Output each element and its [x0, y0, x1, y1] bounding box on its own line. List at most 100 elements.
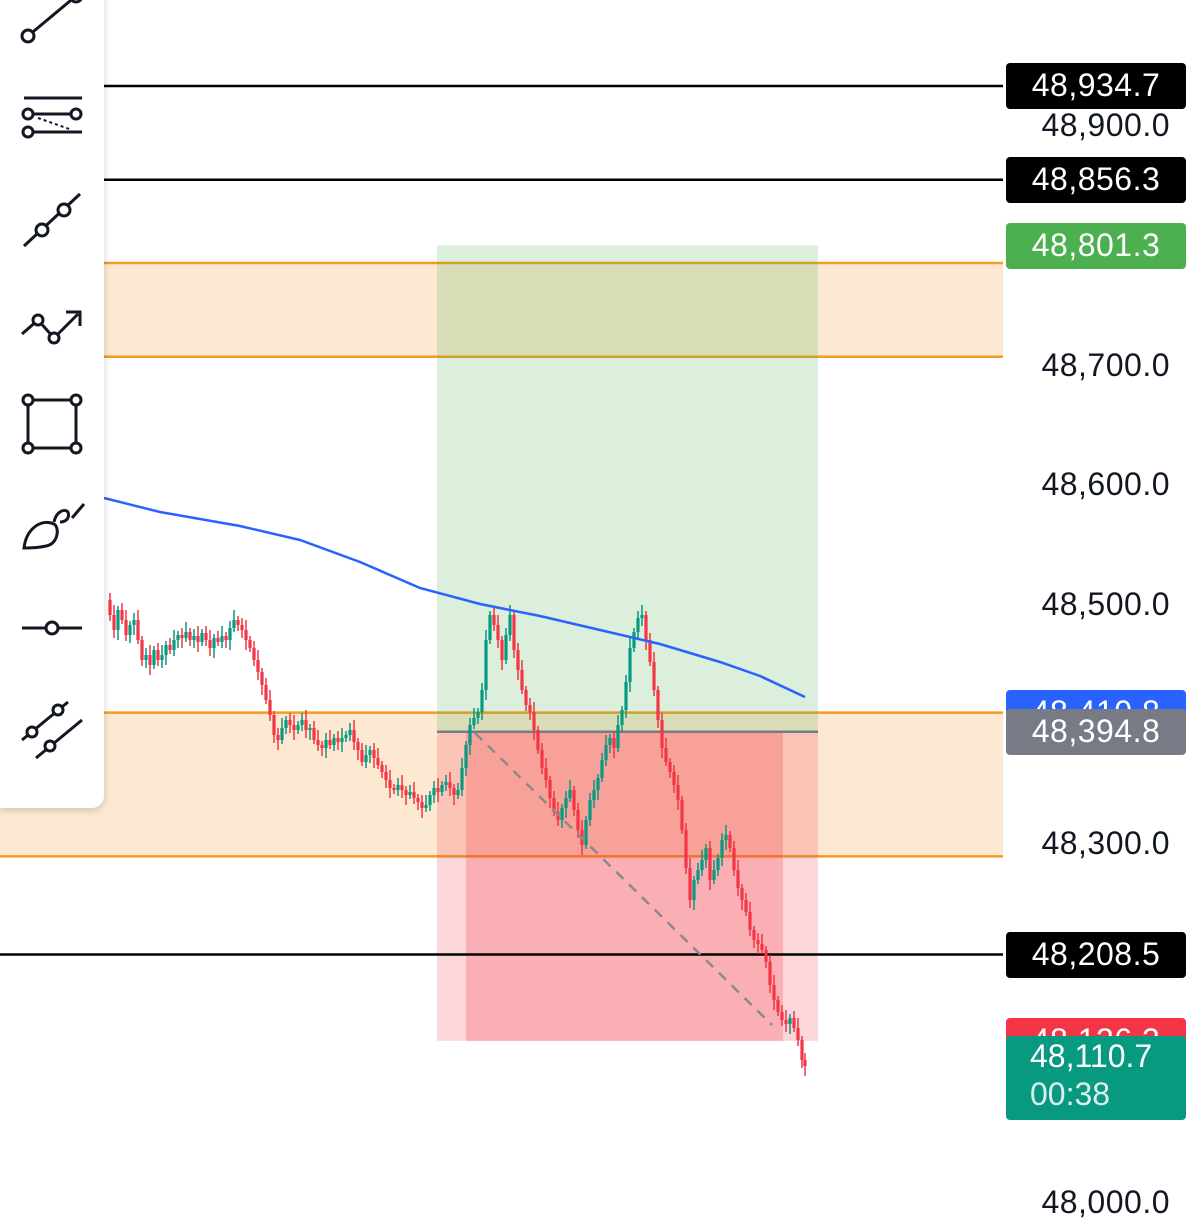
- candle-body: [588, 800, 592, 820]
- tool-ray-line[interactable]: [10, 178, 94, 262]
- candle-body: [616, 725, 620, 748]
- tool-rectangle[interactable]: [10, 382, 94, 466]
- candle-body: [480, 690, 484, 712]
- candle-body: [292, 725, 296, 730]
- candle-body: [324, 740, 328, 748]
- candle-body: [384, 772, 388, 780]
- tool-parallel-channel[interactable]: [10, 688, 94, 772]
- candle-body: [372, 750, 376, 758]
- candle-body: [664, 748, 668, 762]
- candle-body: [576, 810, 580, 830]
- candle-body: [140, 640, 144, 660]
- candle-body: [744, 900, 748, 912]
- candle-body: [304, 720, 308, 730]
- candle-body: [456, 790, 460, 795]
- candle-body: [796, 1028, 800, 1040]
- candle-body: [644, 615, 648, 640]
- candle-body: [652, 662, 656, 690]
- candle-body: [756, 940, 760, 944]
- candle-body: [436, 788, 440, 792]
- candle-body: [484, 640, 488, 690]
- candle-body: [224, 636, 228, 640]
- candle-body: [320, 745, 324, 748]
- trend-line-icon: [20, 0, 83, 44]
- candle-body: [516, 650, 520, 670]
- candle-body: [720, 840, 724, 858]
- candle-body: [316, 740, 320, 745]
- candle-body: [328, 740, 332, 745]
- tool-trend-line[interactable]: [10, 0, 94, 58]
- candle-body: [408, 792, 412, 795]
- candle-body: [728, 835, 732, 848]
- candle-body: [148, 655, 152, 665]
- candle-body: [272, 715, 276, 735]
- candle-body: [716, 858, 720, 870]
- tool-horizontal-line[interactable]: [10, 586, 94, 670]
- candle-body: [608, 738, 612, 745]
- candle-body: [752, 930, 756, 940]
- price-tag: 48,394.8: [1006, 708, 1186, 755]
- candle-body: [344, 735, 348, 738]
- candle-body: [124, 620, 128, 635]
- candle-body: [696, 870, 700, 880]
- candle-body: [624, 682, 628, 710]
- candle-body: [180, 635, 184, 638]
- price-tag: 48,801.3: [1006, 222, 1186, 269]
- candle-body: [196, 636, 200, 642]
- ray-line-icon: [22, 192, 82, 248]
- price-axis-label: 48,900.0: [1041, 107, 1170, 144]
- parallel-channel-icon: [21, 700, 83, 760]
- horizontal-line-icon: [22, 620, 82, 636]
- candle-body: [740, 888, 744, 900]
- candle-body: [508, 615, 512, 635]
- candle-body: [276, 735, 280, 740]
- profit-area: [437, 245, 818, 732]
- candle-body: [244, 630, 248, 640]
- candle-body: [612, 738, 616, 748]
- candle-body: [512, 615, 516, 650]
- candle-body: [200, 633, 204, 642]
- candle-body: [532, 712, 536, 730]
- candle-body: [792, 1018, 796, 1028]
- candle-body: [788, 1018, 792, 1024]
- support-resistance-zone: [0, 263, 1003, 357]
- candle-body: [620, 710, 624, 725]
- moving-average-line: [103, 496, 806, 699]
- candle-body: [340, 738, 344, 742]
- last-price-tag: 48,110.7 00:38: [1006, 1035, 1186, 1120]
- candle-body: [496, 625, 500, 640]
- candle-body: [448, 782, 452, 788]
- candle-body: [764, 950, 768, 962]
- candle-body: [116, 610, 120, 630]
- candle-body: [416, 798, 420, 802]
- candle-body: [748, 912, 752, 930]
- loss-area: [437, 731, 818, 1041]
- candle-body: [712, 870, 716, 880]
- candle-body: [376, 758, 380, 765]
- tool-path[interactable]: [10, 280, 94, 364]
- candle-body: [256, 660, 260, 672]
- tool-brush[interactable]: [10, 484, 94, 568]
- last-price-value: 48,110.7: [1030, 1037, 1153, 1074]
- candle-body: [688, 868, 692, 900]
- candle-body: [492, 615, 496, 625]
- candle-body: [420, 802, 424, 808]
- candle-body: [452, 788, 456, 795]
- candle-body: [296, 725, 300, 730]
- price-axis-label: 48,700.0: [1041, 346, 1170, 383]
- candle-body: [368, 750, 372, 755]
- bar-countdown: 00:38: [1030, 1075, 1111, 1112]
- candle-body: [348, 730, 352, 735]
- candle-body: [176, 635, 180, 640]
- candle-body: [632, 632, 636, 648]
- candle-body: [604, 745, 608, 760]
- candle-body: [600, 760, 604, 778]
- candle-body: [772, 985, 776, 1000]
- candle-body: [424, 805, 428, 808]
- candle-body: [568, 790, 572, 798]
- candle-body: [308, 728, 312, 730]
- tool-fib-retracement[interactable]: [10, 76, 94, 160]
- candle-body: [232, 620, 236, 628]
- candle-body: [660, 720, 664, 748]
